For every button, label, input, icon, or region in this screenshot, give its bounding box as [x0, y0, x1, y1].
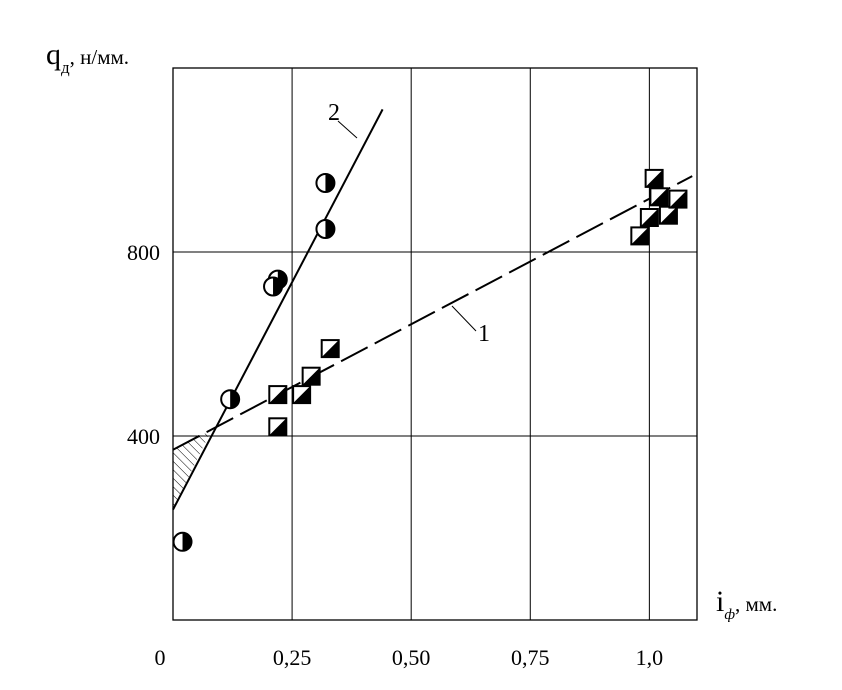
series-2-label: 2	[328, 100, 340, 126]
square-marker	[268, 385, 288, 405]
square-marker	[630, 226, 650, 246]
square-marker-fill	[321, 340, 339, 358]
square-marker-fill	[631, 227, 649, 245]
circle-marker	[315, 173, 336, 193]
circle-marker-fill	[273, 277, 283, 296]
series-1-line	[172, 175, 693, 451]
square-marker-fill	[640, 209, 658, 226]
circle-marker-fill	[325, 174, 335, 192]
circle-marker-fill	[325, 220, 335, 238]
tick-labels: 0,25 0,50 0,75 1,0 400 800	[127, 240, 663, 670]
y-tick-label-0: 400	[127, 424, 160, 449]
circle-marker	[315, 219, 336, 239]
x-origin-label: 0	[155, 645, 166, 670]
y-axis-unit: , н/мм.	[70, 45, 129, 69]
square-marker	[320, 339, 340, 359]
fit-lines	[172, 108, 693, 511]
x-tick-label-1: 0,50	[392, 645, 431, 670]
square-marker-fill	[302, 367, 320, 385]
x-tick-label-0: 0,25	[273, 645, 312, 670]
square-marker-fill	[293, 386, 311, 404]
plot-frame	[172, 67, 698, 621]
circle-marker-fill	[230, 390, 240, 409]
series-2-leader	[337, 120, 358, 139]
square-marker	[268, 417, 288, 437]
square-marker-fill	[269, 418, 287, 436]
square-marker	[292, 385, 312, 405]
square-marker-fill	[645, 169, 663, 187]
square-marker	[639, 208, 659, 227]
y-axis-symbol: q	[46, 38, 61, 71]
square-marker	[649, 187, 669, 207]
x-axis-label: iф, мм.	[716, 585, 777, 623]
square-marker-fill	[269, 386, 287, 404]
series-1-label: 1	[478, 321, 490, 347]
circle-marker	[172, 531, 193, 552]
x-axis-unit: , мм.	[735, 592, 777, 616]
x-axis-symbol: i	[716, 585, 724, 618]
series-1-leader	[451, 305, 477, 332]
square-marker	[658, 205, 678, 225]
x-tick-label-3: 1,0	[636, 645, 664, 670]
square-marker	[644, 168, 664, 188]
data-markers	[172, 168, 688, 552]
y-tick-label-1: 800	[127, 240, 160, 265]
square-marker-fill	[659, 206, 677, 224]
square-marker	[301, 366, 321, 386]
circle-marker-fill	[182, 532, 192, 551]
square-marker-fill	[669, 190, 687, 208]
plot-border	[172, 67, 698, 621]
circle-marker	[220, 389, 241, 410]
x-axis-subscript: ф	[724, 607, 735, 623]
grid	[173, 68, 697, 620]
circle-marker	[263, 276, 284, 297]
square-marker	[668, 189, 688, 209]
x-tick-label-2: 0,75	[511, 645, 550, 670]
square-marker-fill	[650, 188, 668, 206]
series-2-line	[172, 108, 384, 511]
y-axis-label: qд, н/мм.	[46, 38, 129, 77]
y-axis-subscript: д	[61, 58, 70, 77]
